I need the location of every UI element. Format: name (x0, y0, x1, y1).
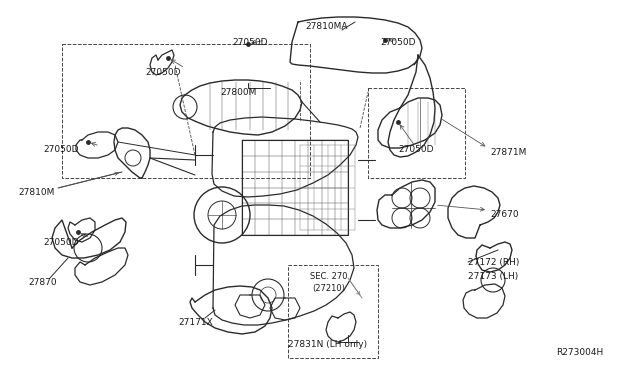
Text: 27871M: 27871M (490, 148, 526, 157)
Text: 27831N (LH only): 27831N (LH only) (288, 340, 367, 349)
Text: 27050D: 27050D (43, 145, 79, 154)
Text: 27670: 27670 (490, 210, 518, 219)
Text: 27050D: 27050D (43, 238, 79, 247)
Text: 27870: 27870 (28, 278, 56, 287)
Text: (27210): (27210) (312, 284, 345, 293)
Text: 27173 (LH): 27173 (LH) (468, 272, 518, 281)
Text: SEC. 270: SEC. 270 (310, 272, 348, 281)
Text: 27810MA: 27810MA (305, 22, 348, 31)
Text: R273004H: R273004H (556, 348, 604, 357)
Text: 27050D: 27050D (398, 145, 433, 154)
Text: 27050D: 27050D (380, 38, 415, 47)
Text: 27800M: 27800M (220, 88, 257, 97)
Text: 27172 (RH): 27172 (RH) (468, 258, 520, 267)
Text: 27810M: 27810M (18, 188, 54, 197)
Text: 27171X: 27171X (178, 318, 212, 327)
Text: 27050D: 27050D (145, 68, 180, 77)
Text: 27050D: 27050D (232, 38, 268, 47)
